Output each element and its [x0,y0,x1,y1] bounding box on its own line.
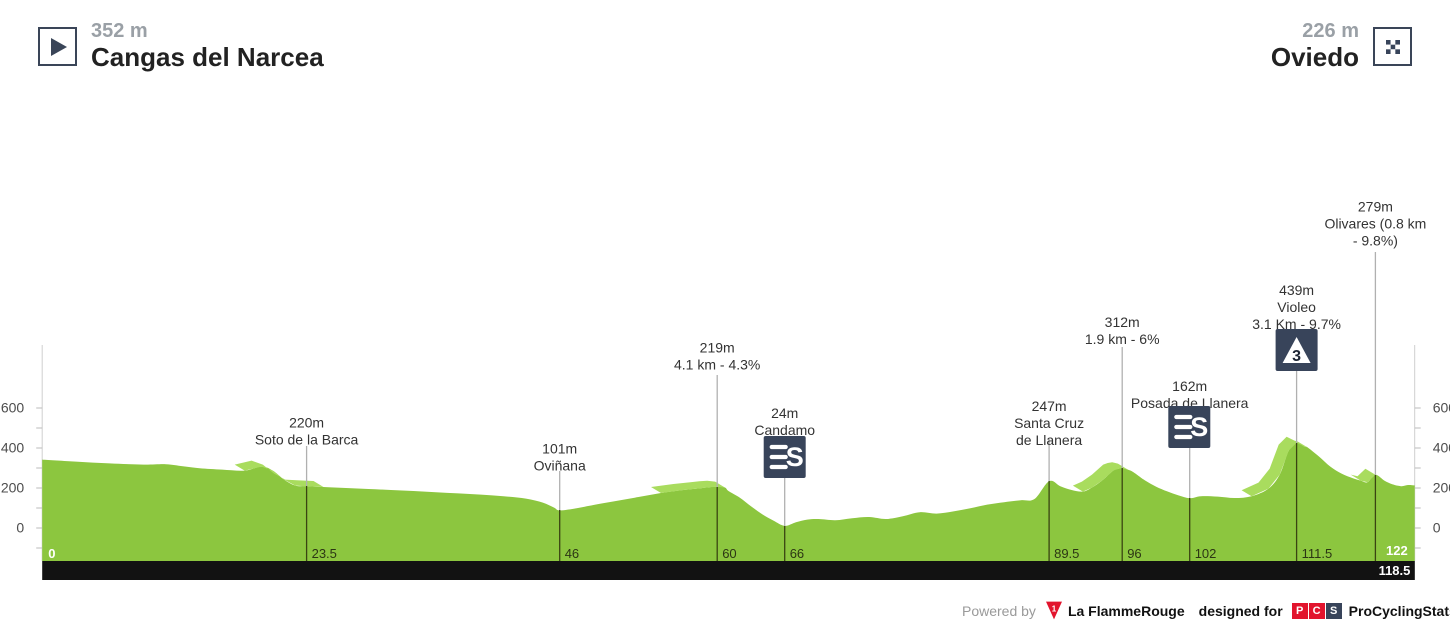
svg-text:102: 102 [1195,546,1217,561]
svg-text:89.5: 89.5 [1054,546,1079,561]
svg-text:Soto de la Barca: Soto de la Barca [255,431,359,447]
svg-text:162m: 162m [1172,378,1207,394]
svg-text:1: 1 [1052,604,1057,613]
svg-text:312m: 312m [1105,314,1140,330]
svg-text:96: 96 [1127,546,1141,561]
svg-text:Violeo: Violeo [1277,299,1316,315]
svg-text:220m: 220m [289,414,324,430]
svg-text:600: 600 [1433,400,1450,416]
svg-text:0: 0 [48,546,55,561]
svg-text:de Llanera: de Llanera [1016,432,1082,448]
svg-text:23.5: 23.5 [312,546,337,561]
svg-text:3: 3 [1292,348,1301,365]
svg-text:400: 400 [1433,440,1450,456]
svg-text:118.5: 118.5 [1379,563,1411,578]
svg-text:279m: 279m [1358,198,1393,214]
svg-text:S: S [1190,412,1208,442]
svg-text:S: S [786,442,804,472]
svg-text:111.5: 111.5 [1302,546,1333,561]
svg-text:Santa Cruz: Santa Cruz [1014,415,1084,431]
svg-text:1.9 km - 6%: 1.9 km - 6% [1085,331,1160,347]
svg-text:400: 400 [1,440,25,456]
svg-text:122: 122 [1386,543,1408,558]
svg-text:247m: 247m [1032,398,1067,414]
svg-text:Olivares (0.8 km: Olivares (0.8 km [1324,215,1426,231]
svg-text:101m: 101m [542,441,577,457]
svg-text:439m: 439m [1279,282,1314,298]
svg-text:Candamo: Candamo [754,422,815,438]
svg-text:0: 0 [16,520,24,536]
svg-text:46: 46 [565,546,579,561]
svg-text:24m: 24m [771,405,798,421]
svg-text:- 9.8%): - 9.8%) [1353,232,1398,248]
svg-text:66: 66 [790,546,804,561]
svg-text:200: 200 [1,480,25,496]
svg-text:Oviñana: Oviñana [534,458,586,474]
svg-text:60: 60 [722,546,736,561]
svg-text:200: 200 [1433,480,1450,496]
svg-text:600: 600 [1,400,25,416]
svg-text:219m: 219m [700,340,735,356]
svg-text:4.1 km - 4.3%: 4.1 km - 4.3% [674,357,760,373]
svg-text:0: 0 [1433,520,1441,536]
